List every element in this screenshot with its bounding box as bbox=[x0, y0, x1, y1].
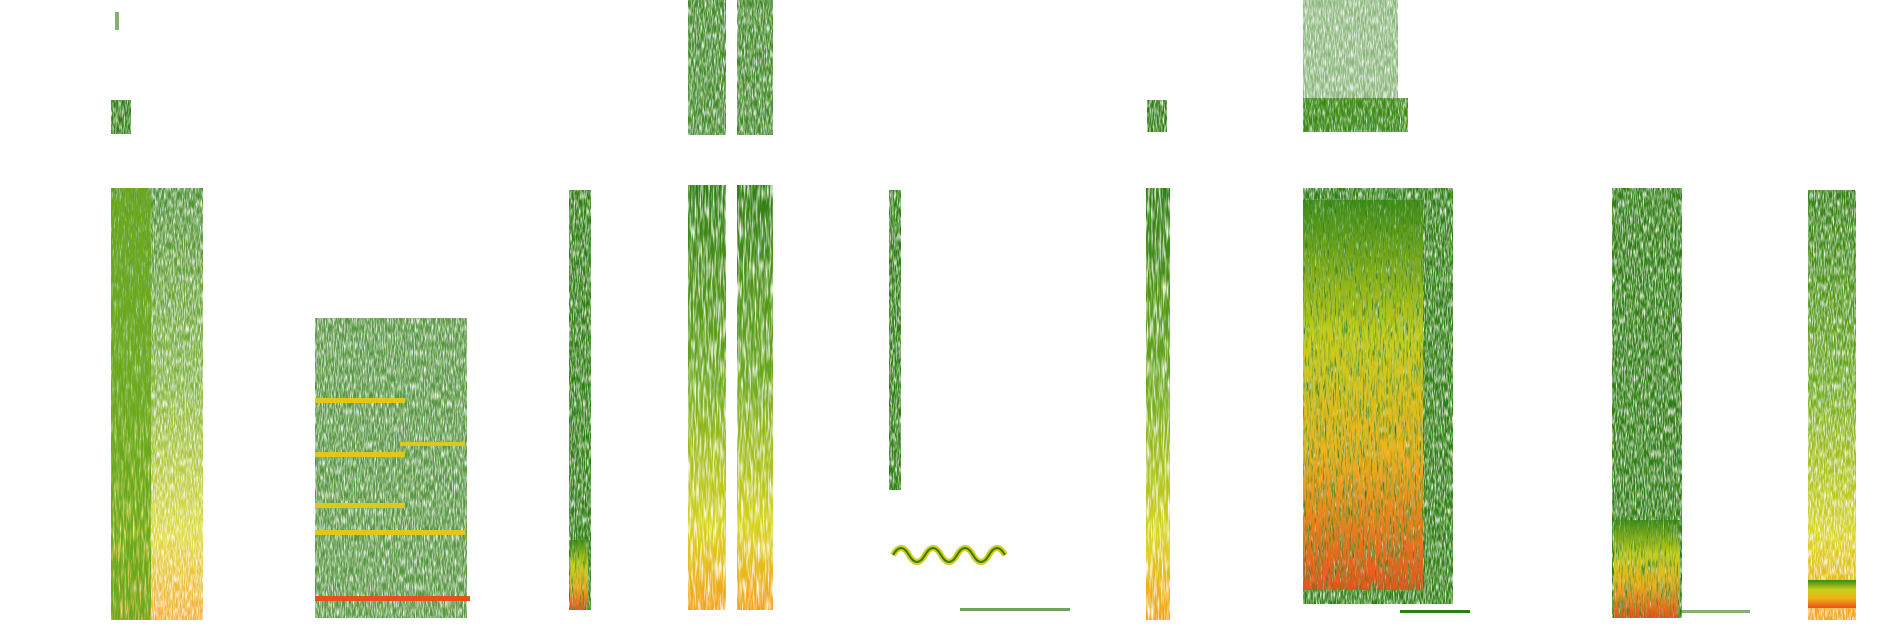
clip-2 bbox=[315, 318, 470, 618]
clip-6 bbox=[1146, 100, 1170, 620]
clip-1 bbox=[111, 12, 203, 620]
clip-5 bbox=[889, 190, 1070, 611]
clip-4 bbox=[688, 0, 773, 610]
clip-7 bbox=[1303, 0, 1470, 613]
clip-3 bbox=[569, 190, 591, 610]
clip-9 bbox=[1808, 190, 1856, 620]
clip-8 bbox=[1612, 188, 1750, 618]
